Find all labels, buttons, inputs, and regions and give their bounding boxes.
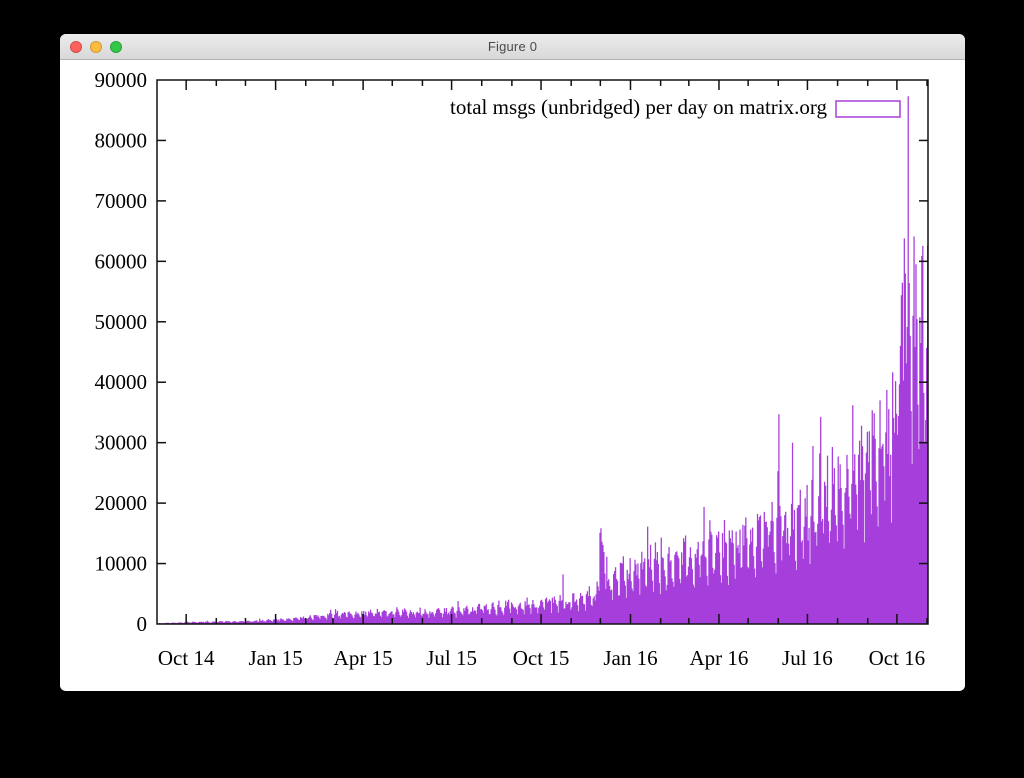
window-title: Figure 0 bbox=[487, 39, 538, 54]
x-tick-label: Apr 15 bbox=[334, 646, 393, 670]
window-titlebar[interactable]: Figure 0 bbox=[60, 34, 965, 60]
y-tick-label: 50000 bbox=[95, 310, 148, 334]
x-tick-label: Jan 15 bbox=[248, 646, 302, 670]
y-tick-label: 30000 bbox=[95, 431, 148, 455]
bars-series bbox=[157, 96, 929, 625]
figure-window: Figure 0 0 10000 20000 30000 40000 50000 60000… bbox=[60, 34, 965, 691]
legend-key-box bbox=[835, 100, 901, 118]
x-tick-label: Oct 16 bbox=[869, 646, 926, 670]
minimize-button[interactable] bbox=[90, 41, 102, 53]
y-tick-label: 40000 bbox=[95, 370, 148, 394]
chart-area: 0 10000 20000 30000 40000 50000 60000 70000 8000… bbox=[60, 60, 965, 690]
chart-canvas: 0 10000 20000 30000 40000 50000 60000 70000 8000… bbox=[95, 68, 929, 670]
plot-frame bbox=[156, 79, 929, 625]
x-tick-label: Oct 15 bbox=[513, 646, 570, 670]
zoom-button[interactable] bbox=[110, 41, 122, 53]
y-tick-label: 90000 bbox=[95, 68, 148, 92]
y-tick-label: 80000 bbox=[95, 128, 148, 152]
y-tick-label: 70000 bbox=[95, 189, 148, 213]
y-tick-label: 20000 bbox=[95, 491, 148, 515]
window-controls bbox=[70, 41, 122, 53]
x-tick-label: Jul 16 bbox=[782, 646, 833, 670]
legend-label: total msgs (unbridged) per day on matrix… bbox=[450, 95, 827, 119]
legend: total msgs (unbridged) per day on matrix… bbox=[450, 95, 901, 119]
y-tick-label: 60000 bbox=[95, 249, 148, 273]
x-axis-labels: Oct 14 Jan 15 Apr 15 Jul 15 Oct 15 Jan 16 Apr … bbox=[158, 646, 925, 670]
y-axis-labels: 0 10000 20000 30000 40000 50000 60000 70000 8000… bbox=[95, 68, 148, 636]
x-tick-label: Jan 16 bbox=[603, 646, 657, 670]
y-tick-label: 0 bbox=[137, 612, 148, 636]
x-tick-label: Apr 16 bbox=[690, 646, 749, 670]
close-button[interactable] bbox=[70, 41, 82, 53]
x-tick-label: Oct 14 bbox=[158, 646, 215, 670]
x-tick-label: Jul 15 bbox=[426, 646, 477, 670]
y-tick-label: 10000 bbox=[95, 552, 148, 576]
